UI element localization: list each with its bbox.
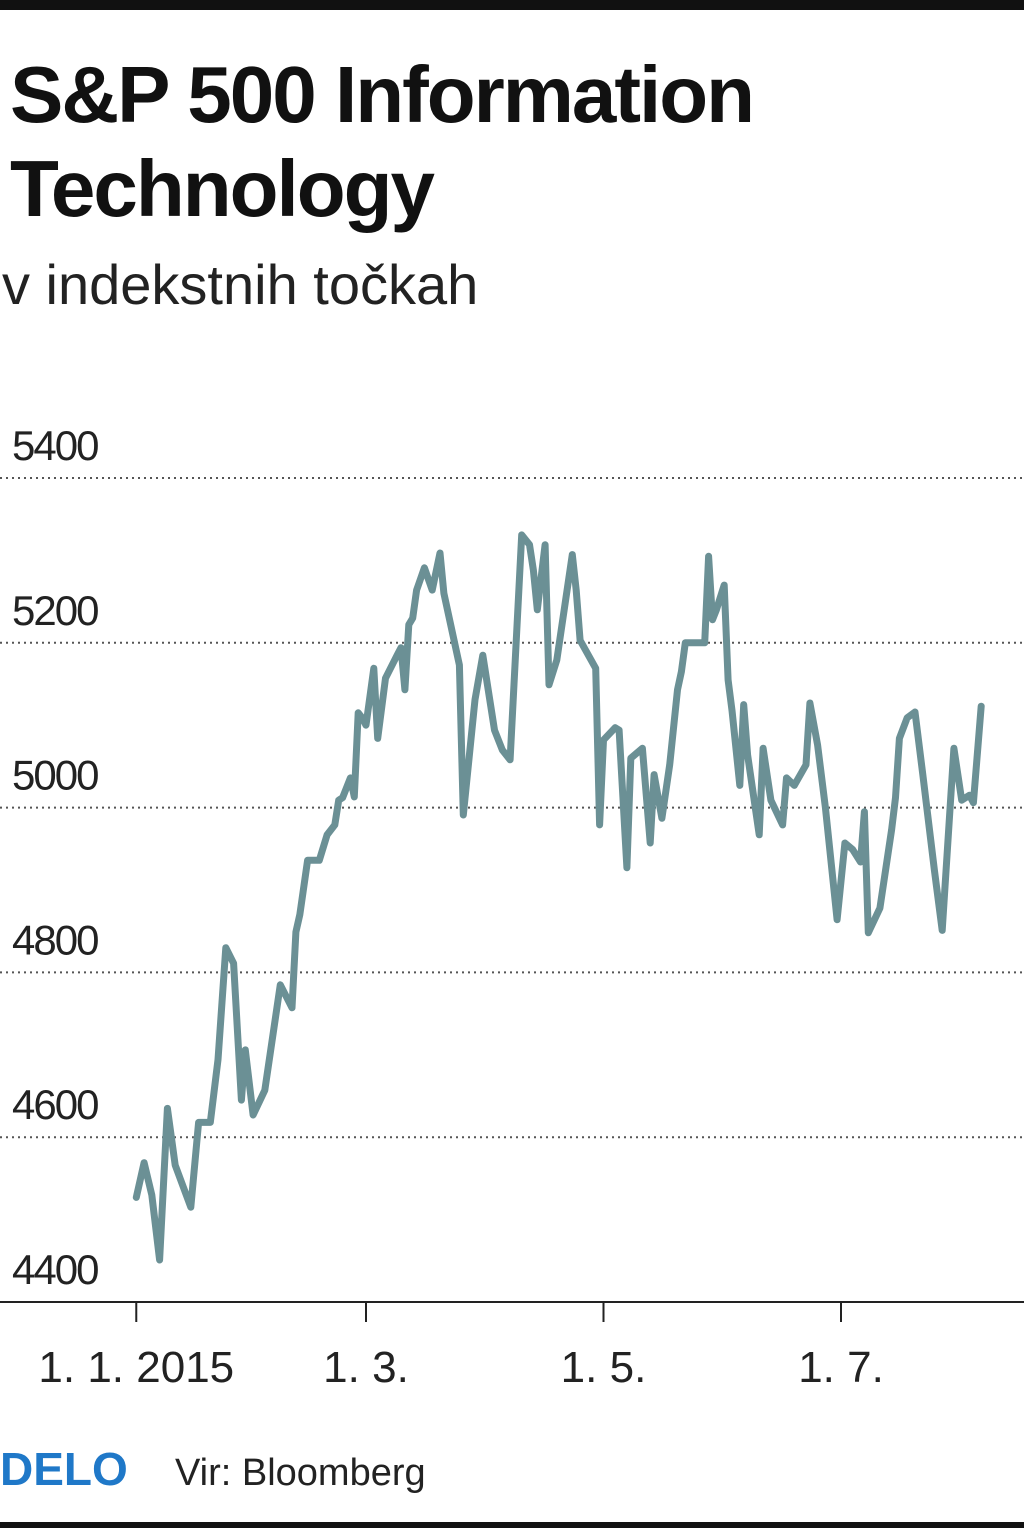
y-tick-label: 5200 — [12, 587, 98, 634]
x-tick-label: 1. 3. — [323, 1343, 409, 1392]
chart-title: S&P 500 Information Technology — [10, 50, 755, 233]
x-tick-label: 1. 1. 2015 — [38, 1343, 234, 1392]
price-line — [132, 531, 985, 1264]
y-tick-label: 4600 — [12, 1081, 98, 1128]
x-tick-label: 1. 5. — [561, 1343, 647, 1392]
y-tick-label: 5000 — [12, 752, 98, 799]
brand-logo: DELO — [0, 1443, 128, 1495]
top-bar — [0, 0, 1024, 10]
source: Vir: Bloomberg — [175, 1452, 426, 1494]
y-tick-label: 5400 — [12, 422, 98, 469]
x-tick-label: 1. 7. — [798, 1343, 884, 1392]
y-tick-label: 4400 — [12, 1246, 98, 1293]
chart-subtitle: v indekstnih točkah — [2, 253, 479, 316]
bottom-bar — [0, 1522, 1024, 1528]
y-tick-label: 4800 — [12, 916, 98, 963]
